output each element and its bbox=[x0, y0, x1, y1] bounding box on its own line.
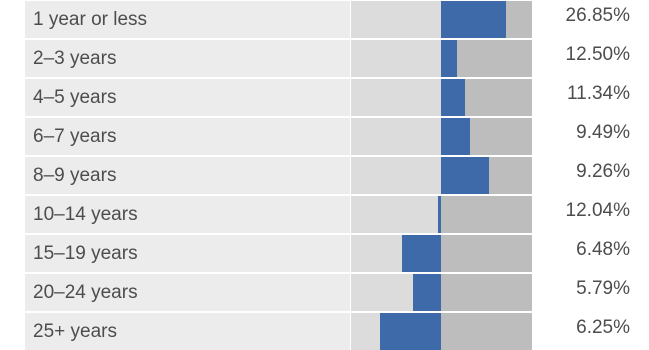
category-label: 6–7 years bbox=[33, 126, 117, 147]
bar-track-left bbox=[351, 118, 441, 155]
value-label: 26.85% bbox=[565, 5, 630, 26]
category-label-cell: 4–5 years bbox=[25, 79, 350, 116]
category-label: 1 year or less bbox=[33, 9, 148, 30]
table-row: 8–9 years 9.26% bbox=[0, 157, 649, 194]
category-label: 15–19 years bbox=[33, 243, 138, 264]
table-row: 6–7 years 9.49% bbox=[0, 118, 649, 155]
table-row: 15–19 years 6.48% bbox=[0, 235, 649, 272]
category-label-cell: 2–3 years bbox=[25, 40, 350, 77]
category-label-cell: 6–7 years bbox=[25, 118, 350, 155]
category-label-cell: 10–14 years bbox=[25, 196, 350, 233]
bar bbox=[413, 274, 441, 311]
table-row: 2–3 years 12.50% bbox=[0, 40, 649, 77]
bar bbox=[441, 157, 490, 194]
value-label: 11.34% bbox=[566, 83, 630, 104]
bar-track-left bbox=[351, 196, 441, 233]
table-row: 4–5 years 11.34% bbox=[0, 79, 649, 116]
value-label: 5.79% bbox=[576, 278, 630, 299]
category-label-cell: 1 year or less bbox=[25, 1, 350, 38]
category-label: 4–5 years bbox=[33, 87, 117, 108]
bar-track-left bbox=[351, 79, 441, 116]
category-label: 8–9 years bbox=[33, 165, 117, 186]
bar-track-right bbox=[441, 235, 532, 272]
value-label: 6.48% bbox=[576, 239, 630, 260]
value-label: 9.26% bbox=[576, 161, 630, 182]
bar-track-right bbox=[441, 196, 532, 233]
table-row: 20–24 years 5.79% bbox=[0, 274, 649, 311]
bar bbox=[441, 118, 470, 155]
bar bbox=[379, 313, 441, 350]
category-label-cell: 25+ years bbox=[25, 313, 350, 350]
value-label: 12.50% bbox=[565, 44, 630, 65]
category-label: 2–3 years bbox=[33, 48, 117, 69]
bar bbox=[437, 196, 441, 233]
table-row: 10–14 years 12.04% bbox=[0, 196, 649, 233]
bar-track-right bbox=[441, 313, 532, 350]
category-label-cell: 15–19 years bbox=[25, 235, 350, 272]
bar bbox=[441, 79, 465, 116]
bar-track-left bbox=[351, 1, 441, 38]
bar bbox=[441, 40, 458, 77]
category-label: 20–24 years bbox=[33, 282, 138, 303]
category-label: 10–14 years bbox=[33, 204, 138, 225]
category-label-cell: 8–9 years bbox=[25, 157, 350, 194]
value-label: 6.25% bbox=[576, 317, 630, 338]
category-label-cell: 20–24 years bbox=[25, 274, 350, 311]
table-row: 1 year or less 26.85% bbox=[0, 1, 649, 38]
bar bbox=[441, 1, 506, 38]
bar-track-right bbox=[441, 274, 532, 311]
bar-track-left bbox=[351, 40, 441, 77]
value-label: 12.04% bbox=[565, 200, 630, 221]
table-row: 25+ years 6.25% bbox=[0, 313, 649, 350]
bar bbox=[402, 235, 441, 272]
bar-track-left bbox=[351, 157, 441, 194]
value-label: 9.49% bbox=[576, 122, 630, 143]
category-label: 25+ years bbox=[33, 321, 117, 342]
